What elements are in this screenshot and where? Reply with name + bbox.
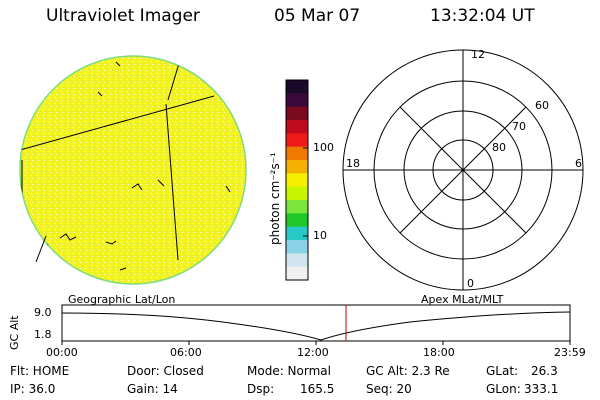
colorbar-band [286, 173, 308, 188]
colorbar-band [286, 213, 308, 228]
colorbar-band [286, 226, 308, 241]
timeline-x-tick-1200: 12:00 [297, 346, 329, 359]
status-dsp: Dsp: [247, 382, 275, 396]
status-glat: GLat: [486, 364, 519, 378]
mlt-label-6: 6 [575, 157, 582, 170]
earth-disk [19, 55, 247, 285]
lat-label-70: 70 [512, 120, 526, 133]
lat-label-60: 60 [535, 99, 549, 112]
app-title: Ultraviolet Imager [46, 6, 200, 26]
mlt-label-12: 12 [471, 48, 485, 61]
colorbar-band [286, 186, 308, 201]
status-door: Door: Closed [127, 364, 204, 378]
status-dsp-value: 165.5 [300, 382, 335, 396]
timeline-x-tick-1800: 18:00 [423, 346, 455, 359]
status-mode: Mode: Normal [247, 364, 331, 378]
status-gain: Gain: 14 [127, 382, 178, 396]
colorbar-band [286, 133, 308, 148]
colorbar-band [286, 120, 308, 134]
mlt-label-0: 0 [467, 277, 474, 290]
status-glon: GLon: [486, 382, 521, 396]
colorbar-band [286, 266, 308, 281]
lat-label-80: 80 [492, 141, 506, 154]
colorbar-band [286, 240, 308, 254]
colorbar-band [286, 106, 308, 121]
map-overlay-fragment [35, 235, 47, 263]
colorbar-band [286, 253, 308, 268]
colorbar-band [286, 160, 308, 174]
colorbar-tick-label-10: 10 [313, 229, 327, 242]
timeline-x-ticks [61, 341, 571, 345]
status-gc-alt: GC Alt: 2.3 Re [366, 364, 450, 378]
colorbar-gradient [286, 80, 308, 281]
colorbar-band [286, 80, 308, 94]
status-seq: Seq: 20 [366, 382, 412, 396]
colorbar-frame [285, 79, 309, 281]
timeline-left-title: Geographic Lat/Lon [68, 293, 176, 306]
date-label: 05 Mar 07 [274, 6, 361, 26]
colorbar-tick-label-100: 100 [313, 141, 334, 154]
status-glon-value: 333.1 [524, 382, 559, 396]
colorbar-band [286, 200, 308, 214]
time-label: 13:32:04 UT [430, 6, 535, 26]
timeline-y-tick-1-8: 1.8 [34, 328, 52, 341]
status-glat-value: 26.3 [531, 364, 558, 378]
polar-diagonal-2 [399, 106, 527, 234]
status-flight: Flt: HOME [10, 364, 70, 378]
timeline-x-tick-0000: 00:00 [46, 346, 78, 359]
orbit-altitude-curve [61, 311, 571, 341]
timeline-x-tick-0600: 06:00 [170, 346, 202, 359]
timeline-frame [61, 304, 571, 342]
mlt-label-18: 18 [346, 157, 360, 170]
timeline-x-tick-2359: 23:59 [554, 346, 586, 359]
colorbar [285, 79, 309, 281]
status-ip: IP: 36.0 [10, 382, 56, 396]
colorbar-band [286, 93, 308, 108]
colorbar-band [286, 146, 308, 161]
timeline-y-tick-9: 9.0 [34, 306, 52, 319]
timeline-right-title: Apex MLat/MLT [421, 293, 504, 306]
